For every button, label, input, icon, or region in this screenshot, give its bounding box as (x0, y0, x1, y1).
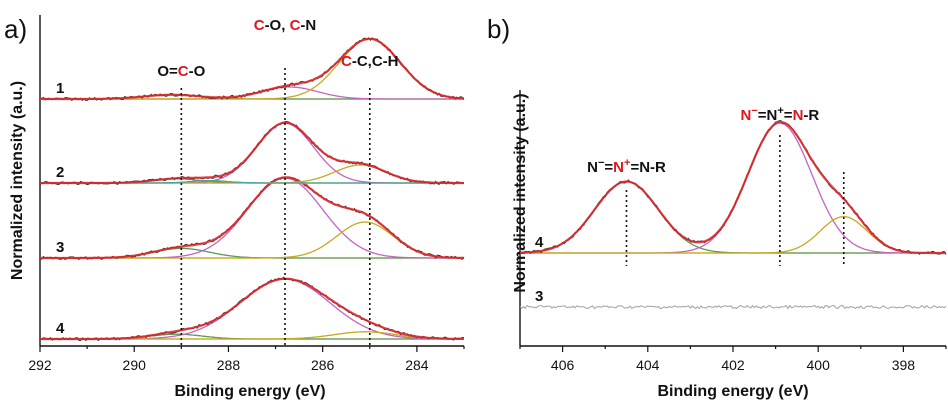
trace-label: 2 (56, 164, 64, 181)
y-axis-title: Normalized intensity (a.u.) (9, 81, 26, 280)
annotation-n_left: N−=N+=N-R (587, 157, 666, 176)
trace-3: 3 (519, 288, 947, 310)
x-tick-label: 404 (636, 357, 660, 373)
annotation-part: =N (758, 107, 778, 124)
x-tick-label: 402 (721, 357, 745, 373)
annotation-part: N (740, 107, 751, 124)
x-tick-label: 286 (311, 357, 335, 373)
y-axis-title: Normalized intensity (a.u.) (512, 93, 529, 292)
panel-b: 406 404 402 400 398 Binding energy (eV) Normal… (487, 14, 947, 400)
x-tick-label: 400 (807, 357, 831, 373)
x-tick-label: 284 (405, 357, 429, 373)
raw-spectrum (519, 120, 947, 255)
annotation-part: -O, (265, 17, 290, 34)
fit-envelope (40, 37, 465, 101)
annotation-part: N (793, 107, 804, 124)
trace-label: 4 (56, 320, 65, 337)
annotation-part: C (254, 17, 265, 34)
noise-trace (519, 304, 947, 310)
annotation-part: + (777, 105, 783, 117)
annotation-part: = (604, 159, 613, 176)
x-tick-label: 290 (123, 357, 147, 373)
annotation-part: -N (300, 17, 316, 34)
annotation-n_right: N−=N+=N-R (740, 105, 819, 124)
annotation-part: C (290, 17, 301, 34)
trace-label: 4 (535, 234, 544, 251)
component-peak (40, 38, 465, 100)
raw-spectrum (39, 176, 465, 261)
trace-label: 1 (56, 80, 64, 97)
annotation-part: N (587, 159, 598, 176)
annotation-part: + (624, 157, 630, 169)
component-peak (520, 122, 946, 254)
x-axis-title: Binding energy (eV) (174, 383, 325, 400)
panel-a: 292 290 288 286 284 Binding energy (eV) Normal… (4, 14, 465, 400)
annotation-cooh: O=C-O (157, 63, 205, 80)
x-tick-label: 288 (217, 357, 241, 373)
annotation-part: -O (189, 63, 206, 80)
annotation-part: − (598, 157, 604, 169)
panel-label: b) (487, 14, 510, 44)
fit-envelope (40, 277, 464, 341)
annotation-part: N (613, 159, 624, 176)
trace-label: 3 (56, 239, 64, 256)
raw-spectrum (39, 276, 465, 342)
panel-label: a) (4, 14, 27, 44)
trace-4: 4 (519, 120, 947, 255)
trace-4: 4 (39, 276, 465, 342)
annotation-part: -C,C-H (352, 53, 399, 70)
fit-envelope (40, 176, 464, 260)
annotation-part: O= (157, 63, 178, 80)
trace-1: 1 (39, 37, 465, 102)
annotation-part: -R (803, 107, 819, 124)
annotation-part: = (784, 107, 793, 124)
trace-2: 2 (39, 121, 465, 186)
x-tick-label: 398 (892, 357, 916, 373)
annotation-cc: C-C,C-H (341, 53, 399, 70)
annotation-cocn: C-O, C-N (254, 17, 317, 34)
raw-spectrum (39, 37, 465, 102)
component-peak (40, 177, 464, 259)
x-tick-label: 292 (28, 357, 52, 373)
annotation-part: − (751, 105, 757, 117)
x-tick-label: 406 (551, 357, 575, 373)
component-peak (40, 164, 464, 184)
annotation-part: =N-R (630, 159, 666, 176)
annotation-part: C (178, 63, 189, 80)
fit-envelope (40, 121, 464, 185)
component-peak (40, 247, 464, 259)
component-peak (40, 278, 464, 340)
trace-3: 3 (39, 176, 465, 261)
trace-label: 3 (535, 288, 543, 305)
fit-envelope (520, 120, 946, 255)
annotation-part: C (341, 53, 352, 70)
x-axis-title: Binding energy (eV) (657, 383, 808, 400)
